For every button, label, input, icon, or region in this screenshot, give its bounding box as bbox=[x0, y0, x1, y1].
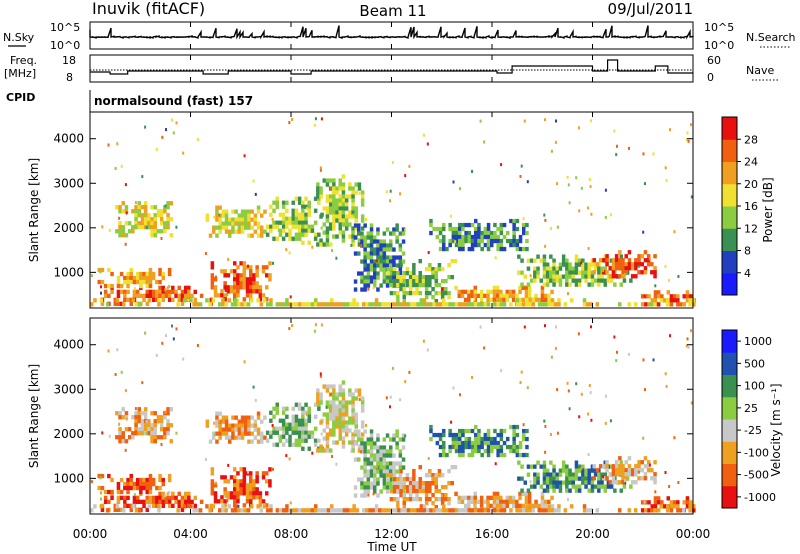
range-tick-label: 2000 bbox=[53, 427, 84, 441]
velocity-colorbar-tick: -25 bbox=[744, 424, 762, 437]
cpid-text: normalsound (fast) 157 bbox=[94, 94, 253, 108]
power-colorbar-tick: 16 bbox=[744, 200, 758, 213]
power-colorbar-swatch bbox=[722, 161, 737, 185]
power-colorbar-tick: 4 bbox=[744, 267, 751, 280]
nsearch-tick-top: 10^5 bbox=[704, 21, 734, 34]
power-colorbar-swatch bbox=[722, 183, 737, 207]
velocity-colorbar-tick: -500 bbox=[744, 469, 769, 482]
time-tick-label: 08:00 bbox=[274, 527, 309, 541]
nsky-tick-bottom: 10^0 bbox=[50, 39, 80, 52]
nsky-tick-top: 10^5 bbox=[50, 21, 80, 34]
nave-tick-top: 60 bbox=[707, 54, 721, 67]
velocity-colorbar-swatch bbox=[722, 396, 737, 420]
range-tick-label: 1000 bbox=[53, 471, 84, 485]
power-colorbar-tick: 20 bbox=[744, 178, 758, 191]
velocity-colorbar-tick: -1000 bbox=[744, 491, 776, 504]
velocity-colorbar-label: Velocity [m s⁻¹] bbox=[769, 383, 783, 476]
power-colorbar-tick: 24 bbox=[744, 156, 758, 169]
velocity-panel: 1000 2000 3000 4000 Slant Range [km] 1000 50… bbox=[27, 317, 783, 515]
velocity-colorbar-swatch bbox=[722, 330, 737, 353]
velocity-colorbar-tick: -100 bbox=[744, 446, 769, 459]
power-colorbar-swatch bbox=[722, 117, 737, 140]
velocity-colorbar-swatch bbox=[722, 374, 737, 398]
velocity-ylabel: Slant Range [km] bbox=[27, 364, 41, 468]
power-colorbar-swatch bbox=[722, 250, 737, 274]
freq-tick-bottom: 8 bbox=[66, 71, 73, 84]
velocity-colorbar-swatch bbox=[722, 352, 737, 375]
velocity-colorbar-tick: 1000 bbox=[744, 335, 772, 348]
range-tick-label: 4000 bbox=[53, 338, 84, 352]
time-tick-label: 20:00 bbox=[575, 527, 610, 541]
time-tick-label: 04:00 bbox=[173, 527, 208, 541]
nsearch-label: N.Search bbox=[746, 31, 796, 44]
range-tick-label: 4000 bbox=[53, 132, 84, 146]
range-tick-label: 1000 bbox=[53, 265, 84, 279]
range-tick-label: 3000 bbox=[53, 176, 84, 190]
velocity-colorbar-tick: 100 bbox=[744, 380, 765, 393]
power-panel: 1000 2000 3000 4000 Slant Range [km] 4 8 12 16… bbox=[27, 111, 775, 309]
date-title: 09/Jul/2011 bbox=[608, 0, 693, 18]
velocity-colorbar-swatch bbox=[722, 485, 737, 509]
time-axis-label: Time UT bbox=[366, 540, 417, 554]
time-tick-label: 00:00 bbox=[676, 527, 711, 541]
nsky-label: N.Sky bbox=[3, 31, 35, 44]
power-colorbar-label: Power [dB] bbox=[761, 177, 775, 242]
nsearch-tick-bottom: 10^0 bbox=[704, 39, 734, 52]
time-tick-label: 16:00 bbox=[475, 527, 510, 541]
time-tick-label: 12:00 bbox=[374, 527, 409, 541]
freq-unit: [MHz] bbox=[4, 67, 36, 80]
power-colorbar-swatch bbox=[722, 228, 737, 251]
beam-title: Beam 11 bbox=[359, 2, 426, 20]
power-colorbar-tick: 12 bbox=[744, 222, 758, 235]
velocity-colorbar-swatch bbox=[722, 441, 737, 464]
velocity-colorbar-tick: 25 bbox=[744, 402, 758, 415]
nave-label: Nave bbox=[746, 64, 774, 77]
range-tick-label: 3000 bbox=[53, 382, 84, 396]
station-title: Inuvik (fitACF) bbox=[92, 0, 205, 18]
power-colorbar-swatch bbox=[722, 139, 737, 162]
freq-tick-top: 18 bbox=[62, 54, 76, 67]
power-colorbar-swatch bbox=[722, 272, 737, 296]
power-colorbar-swatch bbox=[722, 206, 737, 229]
time-tick-label: 00:00 bbox=[73, 527, 108, 541]
range-tick-label: 2000 bbox=[53, 221, 84, 235]
nave-tick-bottom: 0 bbox=[707, 71, 714, 84]
velocity-colorbar-tick: 500 bbox=[744, 357, 765, 370]
nsky-panel: N.Sky 10^5 10^0 10^5 10^0 N.Search bbox=[3, 21, 796, 52]
velocity-colorbar-swatch bbox=[722, 463, 737, 487]
velocity-colorbar-swatch bbox=[722, 419, 737, 442]
power-colorbar-tick: 28 bbox=[744, 133, 758, 146]
power-colorbar-tick: 8 bbox=[744, 245, 751, 258]
power-ylabel: Slant Range [km] bbox=[27, 158, 41, 262]
freq-label: Freq. bbox=[10, 54, 37, 67]
cpid-label: CPID bbox=[6, 91, 35, 104]
